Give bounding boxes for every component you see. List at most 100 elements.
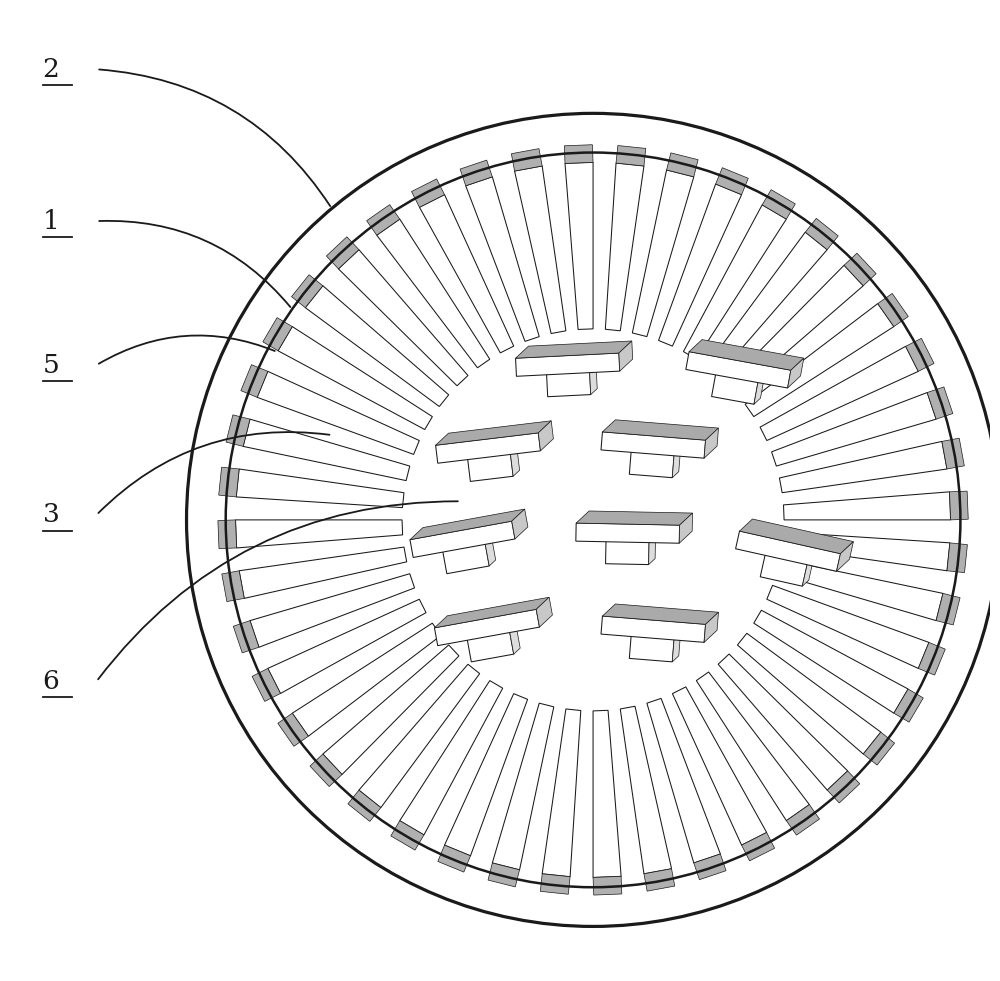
Polygon shape [292,623,441,736]
Polygon shape [737,634,881,754]
Polygon shape [718,654,848,790]
Polygon shape [754,610,908,713]
Polygon shape [233,621,259,653]
Polygon shape [704,612,718,643]
Polygon shape [436,421,551,445]
Polygon shape [263,318,292,351]
Polygon shape [460,160,492,185]
Polygon shape [310,754,342,787]
Polygon shape [667,153,698,177]
Polygon shape [516,353,620,377]
Polygon shape [601,432,706,458]
Polygon shape [268,599,426,694]
Polygon shape [338,249,468,386]
Polygon shape [412,179,445,207]
Polygon shape [257,372,419,454]
Polygon shape [391,821,424,851]
Polygon shape [576,511,693,525]
Polygon shape [540,874,570,895]
Polygon shape [827,771,860,803]
Polygon shape [844,253,876,285]
Polygon shape [434,597,549,628]
Polygon shape [894,689,923,722]
Polygon shape [644,869,675,891]
Polygon shape [716,365,765,379]
Polygon shape [438,846,471,872]
Polygon shape [786,804,819,835]
Polygon shape [509,623,520,654]
Polygon shape [278,713,308,747]
Text: 5: 5 [43,352,59,378]
Polygon shape [631,627,681,636]
Polygon shape [400,681,503,835]
Polygon shape [906,338,934,372]
Text: 1: 1 [43,209,59,233]
Polygon shape [760,551,808,587]
Polygon shape [712,371,759,404]
Text: 3: 3 [43,502,59,528]
Polygon shape [782,532,950,571]
Polygon shape [742,833,775,861]
Polygon shape [672,446,681,478]
Polygon shape [442,541,489,574]
Polygon shape [696,672,809,821]
Polygon shape [716,168,748,194]
Polygon shape [659,184,742,346]
Polygon shape [546,363,596,371]
Polygon shape [672,630,681,662]
Polygon shape [647,698,720,863]
Polygon shape [419,194,514,353]
Polygon shape [683,205,786,359]
Polygon shape [278,327,432,430]
Polygon shape [672,687,767,846]
Polygon shape [546,369,591,396]
Polygon shape [239,547,407,598]
Polygon shape [515,166,566,334]
Polygon shape [950,491,968,520]
Polygon shape [632,170,694,336]
Polygon shape [593,710,621,877]
Polygon shape [619,341,633,371]
Polygon shape [631,442,681,452]
Polygon shape [606,538,649,565]
Polygon shape [367,205,400,235]
Polygon shape [649,533,656,565]
Polygon shape [942,439,964,469]
Polygon shape [565,162,593,330]
Polygon shape [467,444,517,456]
Polygon shape [410,521,515,557]
Polygon shape [467,629,514,662]
Text: 2: 2 [43,57,59,81]
Polygon shape [219,467,239,497]
Polygon shape [776,559,943,621]
Polygon shape [536,597,552,627]
Polygon shape [679,513,693,543]
Polygon shape [250,574,415,647]
Polygon shape [445,694,528,855]
Polygon shape [878,293,908,327]
Polygon shape [488,863,520,887]
Polygon shape [689,339,804,370]
Polygon shape [348,790,381,821]
Polygon shape [593,876,622,895]
Polygon shape [467,450,513,482]
Polygon shape [241,365,268,397]
Polygon shape [779,441,947,492]
Polygon shape [760,346,918,440]
Polygon shape [629,448,674,478]
Polygon shape [740,519,853,553]
Polygon shape [323,645,459,775]
Polygon shape [236,520,403,548]
Polygon shape [218,520,237,548]
Polygon shape [704,428,718,458]
Polygon shape [434,609,539,645]
Polygon shape [410,509,525,540]
Polygon shape [736,531,840,571]
Polygon shape [629,633,674,662]
Polygon shape [863,732,895,765]
Polygon shape [766,545,814,561]
Polygon shape [706,232,827,376]
Polygon shape [694,854,726,880]
Polygon shape [305,285,449,406]
Polygon shape [236,469,404,507]
